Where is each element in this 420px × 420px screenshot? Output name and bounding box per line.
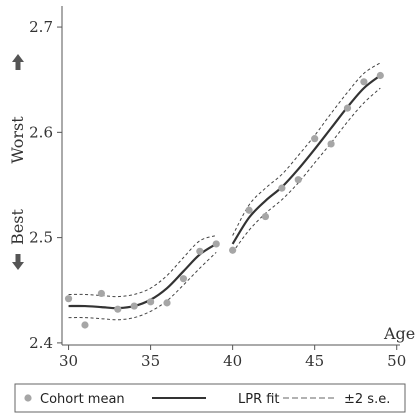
x-tick-label-35: 35 — [141, 352, 160, 370]
cohort-mean-point — [64, 295, 73, 303]
tick-marks — [57, 26, 398, 350]
cohort-mean-point — [360, 78, 368, 86]
se-upper-line-2 — [232, 62, 381, 236]
legend: Cohort mean LPR fit ±2 s.e. — [14, 383, 406, 413]
se-upper-line-1 — [68, 235, 217, 298]
axes — [61, 6, 400, 346]
x-tick-label-30: 30 — [59, 352, 78, 370]
legend-label-se: ±2 s.e. — [344, 392, 390, 407]
cohort-mean-point — [196, 247, 204, 255]
lpr-fit-line-2 — [231, 74, 381, 245]
cohort-mean-point — [114, 305, 122, 313]
y-label-best: Best — [8, 209, 27, 245]
legend-label-lpr-fit: LPR fit — [238, 392, 280, 407]
cohort-mean-point — [376, 71, 384, 80]
legend-label-cohort-mean: Cohort mean — [40, 392, 125, 407]
cohort-mean-point — [81, 321, 89, 329]
cohort-mean-point — [327, 140, 335, 148]
cohort-mean-point — [97, 289, 105, 298]
y-axis-annotation-best: Best — [8, 209, 27, 270]
y-tick-label-2.5: 2.5 — [29, 229, 53, 247]
y-tick-label-2.7: 2.7 — [29, 18, 53, 36]
x-tick-label-40: 40 — [223, 352, 242, 370]
x-axis-label: Age — [383, 324, 415, 343]
tick-labels: 30 35 40 45 50 2.4 2.5 2.6 2.7 — [29, 18, 406, 370]
cohort-mean-point — [212, 240, 220, 248]
cohort-mean-point — [261, 212, 270, 221]
lpr-fit-line-1 — [68, 242, 217, 310]
se-bands — [68, 62, 381, 321]
y-tick-label-2.6: 2.6 — [29, 123, 53, 141]
cohort-mean-point — [229, 246, 237, 254]
arrow-down-icon — [12, 254, 24, 270]
se-lower-line-1 — [68, 251, 217, 321]
y-tick-label-2.4: 2.4 — [29, 334, 53, 352]
cohort-mean-point — [130, 302, 138, 310]
cohort-mean-point — [343, 104, 352, 112]
fit-lines — [68, 74, 381, 310]
legend-marker-icon — [24, 394, 32, 402]
x-tick-label-50: 50 — [387, 352, 406, 370]
cohort-mean-point — [245, 206, 253, 214]
legend-box — [14, 383, 406, 413]
data-points — [64, 71, 384, 329]
se-lower-line-2 — [232, 87, 381, 253]
cohort-mean-point — [311, 135, 319, 143]
cohort-mean-point — [278, 184, 286, 192]
cohort-mean-point — [147, 298, 155, 306]
arrow-up-icon — [12, 54, 24, 70]
cohort-mean-point — [294, 176, 302, 184]
cohort-mean-point — [179, 275, 188, 283]
y-axis-annotation-worst: Worst — [8, 54, 27, 164]
y-label-worst: Worst — [8, 116, 27, 164]
cohort-mean-point — [163, 299, 171, 307]
x-tick-label-45: 45 — [305, 352, 324, 370]
